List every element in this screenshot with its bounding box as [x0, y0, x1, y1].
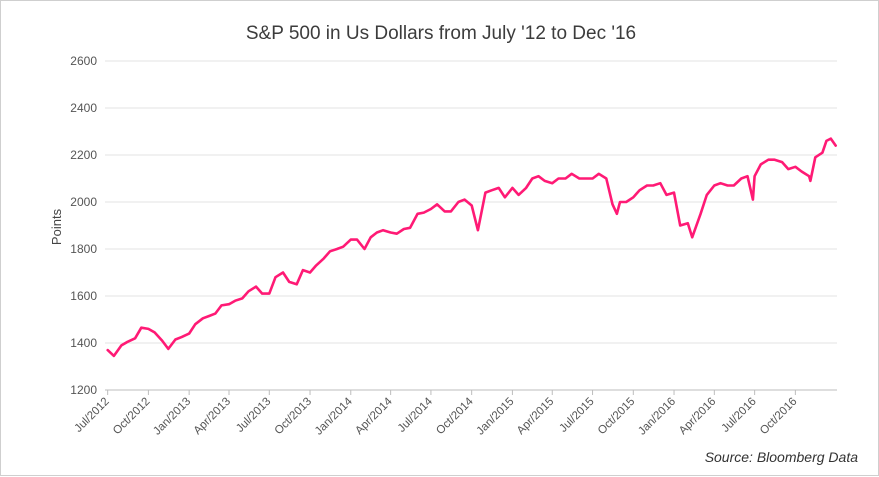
y-tick-label: 2600	[70, 54, 97, 68]
chart-title: S&P 500 in Us Dollars from July '12 to D…	[246, 23, 636, 44]
y-tick-label: 1600	[70, 289, 97, 303]
gridlines	[105, 60, 837, 391]
y-tick-label: 1200	[70, 383, 97, 397]
x-tick-label: Apr/2016	[677, 396, 718, 437]
x-tick-label: Apr/2014	[353, 395, 395, 437]
y-tick-label: 1800	[70, 242, 97, 256]
x-tick-label: Jul/2013	[234, 396, 273, 435]
x-tick-label: Oct/2014	[434, 395, 476, 437]
x-tick-label: Jan/2013	[151, 396, 193, 438]
x-tick-label: Oct/2015	[596, 396, 637, 437]
x-tick-label: Jul/2015	[557, 396, 596, 435]
y-tick-label: 2000	[70, 195, 97, 209]
y-tick-label: 2400	[70, 101, 97, 115]
x-tick-label: Jan/2014	[313, 395, 355, 437]
x-tick-label: Oct/2016	[758, 396, 799, 437]
x-tick-label: Jul/2012	[73, 396, 112, 435]
source-note: Source: Bloomberg Data	[704, 449, 858, 465]
x-tick-label: Oct/2012	[111, 396, 152, 437]
y-axis-label: Points	[49, 208, 64, 245]
x-tick-label: Jul/2014	[396, 395, 436, 435]
y-tick-label: 1400	[70, 336, 97, 350]
x-tick-label: Jan/2015	[475, 396, 517, 438]
x-tick-label: Apr/2013	[192, 396, 233, 437]
y-tick-label: 2200	[70, 148, 97, 162]
x-tick-label: Jul/2016	[720, 396, 759, 435]
x-tick-label: Jan/2016	[636, 396, 678, 438]
x-tick-label: Apr/2015	[515, 396, 556, 437]
series-line	[106, 137, 837, 358]
series-group	[106, 137, 837, 358]
x-tick-label: Oct/2013	[273, 396, 314, 437]
y-axis-ticks: 1200 1400 1600 1800 2000 2200 2400 2600	[70, 54, 97, 397]
